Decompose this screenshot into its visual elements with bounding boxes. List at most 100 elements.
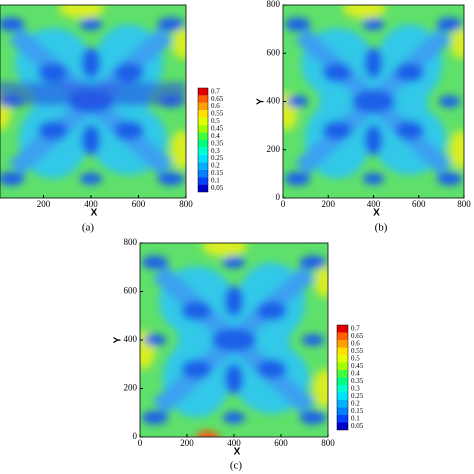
colorbar-swatch (198, 95, 208, 103)
colorbar-label: 0.65 (211, 95, 224, 103)
y-tick-label: 200 (124, 383, 138, 393)
colorbar-label: 0.2 (211, 162, 220, 170)
field-blobs (0, 5, 186, 186)
x-axis-label: X (373, 208, 380, 219)
warm-blob (172, 28, 186, 60)
y-tick-label: 200 (267, 144, 281, 154)
caption: (a) (82, 222, 95, 234)
blue-blob (143, 334, 167, 346)
blue-blob (141, 255, 169, 270)
colorbar-label: 0.5 (351, 354, 360, 362)
colorbar-label: 0.35 (351, 377, 364, 385)
plot-frame (0, 4, 187, 199)
blue-blob (256, 359, 287, 379)
blue-blob (113, 120, 145, 141)
blue-blob (362, 172, 385, 185)
x-axis-label: X (91, 208, 98, 219)
colorbar-label: 0.3 (351, 384, 360, 392)
colorbar-label: 0.15 (211, 169, 224, 177)
blue-blob (256, 301, 287, 321)
colorbar-swatch (198, 162, 208, 170)
blue-blob (141, 410, 169, 425)
x-axis-label: X (234, 447, 241, 458)
y-tick-label: 0 (276, 192, 281, 202)
blue-blob (284, 171, 311, 186)
colorbar-frame (197, 87, 209, 193)
x-tick-label: 0 (138, 438, 143, 448)
y-tick-label: 800 (267, 0, 281, 9)
caption: (b) (375, 222, 388, 234)
warm-blob (170, 130, 186, 170)
x-tick-label: 400 (367, 199, 381, 209)
colorbar-swatch (198, 88, 208, 96)
blue-blob (113, 62, 145, 83)
colorbar-swatch (337, 422, 348, 430)
x-tick-label: 600 (132, 199, 146, 209)
colorbar-label: 0.35 (211, 139, 224, 147)
colorbar-label: 0.2 (351, 399, 360, 407)
warm-blob (451, 28, 464, 60)
blue-blob (181, 359, 212, 379)
dark-band (0, 82, 186, 106)
colorbar-label: 0.55 (211, 110, 224, 118)
colorbar-label: 0.1 (351, 414, 360, 422)
blue-blob (395, 120, 425, 141)
colorbar-label: 0.25 (211, 154, 224, 162)
colorbar-swatch (198, 110, 208, 118)
colorbar-swatch (337, 377, 348, 385)
blue-blob (211, 328, 257, 352)
warm-blob (342, 5, 387, 19)
caption: (c) (230, 460, 243, 472)
contour-field (140, 243, 328, 437)
colorbar-swatch (337, 347, 348, 355)
colorbar-label: 0.7 (211, 87, 220, 95)
colorbar-label: 0.45 (211, 124, 224, 132)
x-tick-label: 800 (457, 199, 471, 209)
colorbar-label: 0.25 (351, 392, 364, 400)
blue-blob (301, 334, 325, 346)
x-tick-label: 800 (321, 438, 335, 448)
x-tick-label: 0 (281, 199, 286, 209)
blue-blob (79, 172, 103, 185)
hot-spot (196, 431, 219, 437)
field-blobs (140, 243, 328, 437)
colorbar-swatch (198, 169, 208, 178)
blue-blob (79, 18, 103, 31)
y-tick-label: 800 (124, 237, 138, 247)
blue-blob (436, 17, 463, 32)
colorbar-label: 0.6 (351, 339, 360, 347)
colorbar-swatch (337, 340, 348, 348)
blue-blob (362, 18, 385, 31)
x-tick-label: 600 (274, 438, 288, 448)
blue-blob (224, 363, 244, 395)
warm-blob (449, 130, 464, 170)
blue-blob (0, 17, 25, 32)
blue-blob (284, 17, 311, 32)
warm-blob (312, 369, 328, 408)
contour-field (0, 5, 186, 198)
blue-blob (299, 410, 327, 425)
y-tick-label: 400 (124, 334, 138, 344)
y-tick-label: 600 (124, 286, 138, 296)
colorbar-label: 0.6 (211, 102, 220, 110)
colorbar-swatch (337, 332, 348, 340)
warm-blob (58, 5, 105, 19)
x-tick-label: 400 (227, 438, 241, 448)
blue-blob (37, 120, 69, 141)
y-axis-label: Y (113, 336, 124, 343)
blue-blob (222, 256, 246, 269)
blue-blob (438, 95, 461, 108)
colorbar-swatch (198, 102, 208, 111)
colorbar-swatch (337, 400, 348, 408)
x-tick-label: 800 (179, 199, 193, 209)
colorbar-label: 0.1 (211, 176, 220, 184)
colorbar-label: 0.7 (351, 324, 360, 332)
blue-blob (299, 255, 327, 270)
blue-blob (364, 47, 383, 79)
blue-blob (157, 171, 185, 186)
warm-blob (202, 243, 248, 257)
colorbar-label: 0.05 (351, 422, 364, 430)
colorbar-swatch (198, 177, 208, 185)
blue-blob (157, 17, 185, 32)
